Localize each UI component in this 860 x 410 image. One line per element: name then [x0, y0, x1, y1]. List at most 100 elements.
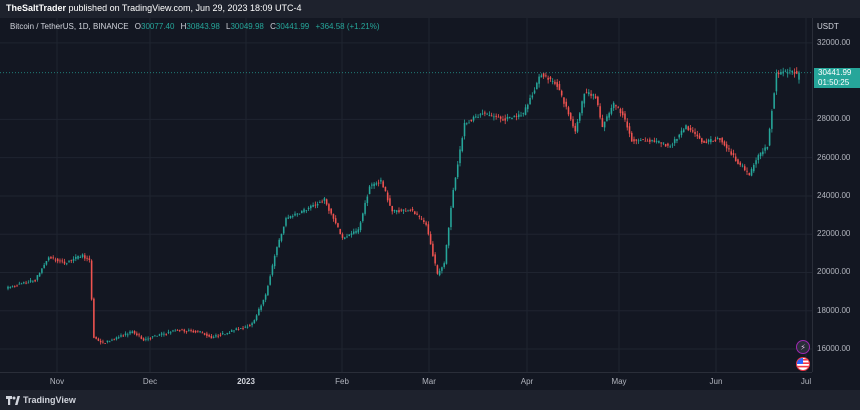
- candle-up: [323, 198, 326, 201]
- candle-down: [746, 170, 748, 172]
- bolt-icon[interactable]: ⚡: [796, 340, 810, 354]
- us-flag-icon[interactable]: [796, 357, 810, 371]
- candle-up: [289, 216, 292, 219]
- candle-down: [140, 336, 143, 339]
- candle-down: [197, 330, 199, 332]
- candle-down: [633, 139, 635, 142]
- candle-up: [269, 276, 271, 285]
- candle-up: [506, 116, 509, 119]
- candle-up: [258, 308, 260, 316]
- candle-up: [655, 140, 658, 142]
- candle-up: [343, 237, 346, 239]
- candle-up: [32, 280, 34, 282]
- candle-down: [734, 156, 737, 162]
- candle-up: [108, 341, 111, 343]
- candle-down: [628, 126, 631, 134]
- candlestick-chart[interactable]: [0, 18, 812, 372]
- candle-down: [384, 186, 387, 192]
- candle-up: [511, 117, 513, 120]
- candle-down: [56, 258, 59, 262]
- symbol-name[interactable]: Bitcoin / TetherUS, 1D, BINANCE: [10, 22, 129, 31]
- candle-down: [427, 224, 430, 235]
- candle-up: [160, 333, 163, 335]
- candle-up: [578, 113, 581, 121]
- candle-down: [560, 90, 563, 96]
- candle-up: [120, 335, 122, 337]
- candle-down: [61, 260, 64, 262]
- candle-down: [436, 265, 439, 274]
- candle-down: [499, 116, 502, 119]
- candle-up: [606, 116, 608, 122]
- candle-down: [86, 257, 88, 259]
- candle-up: [296, 213, 299, 215]
- candle-down: [210, 335, 213, 339]
- candle-up: [235, 328, 238, 330]
- candle-down: [569, 113, 572, 120]
- candle-up: [45, 260, 48, 265]
- candle-up: [576, 121, 579, 132]
- candle-up: [357, 229, 360, 233]
- candle-down: [63, 261, 66, 264]
- candle-up: [72, 259, 75, 261]
- candle-down: [705, 141, 708, 144]
- candle-up: [316, 203, 319, 206]
- candle-down: [630, 132, 633, 142]
- candle-down: [203, 333, 206, 335]
- candle-down: [687, 126, 690, 131]
- candle-up: [9, 287, 12, 288]
- time-scale[interactable]: Nov Dec 2023 Feb Mar Apr May Jun Jul: [0, 372, 812, 390]
- candle-up: [583, 93, 586, 104]
- candle-down: [621, 111, 624, 116]
- candle-up: [188, 329, 190, 331]
- candle-up: [224, 334, 226, 336]
- candle-up: [450, 207, 452, 228]
- candle-up: [75, 256, 77, 259]
- candle-down: [93, 298, 95, 338]
- candle-up: [348, 234, 351, 237]
- candle-up: [280, 233, 283, 241]
- tradingview-logo[interactable]: TradingView: [6, 395, 76, 405]
- currency-label[interactable]: USDT: [817, 22, 839, 31]
- candle-up: [267, 285, 269, 296]
- candle-down: [748, 173, 751, 176]
- candle-down: [572, 119, 574, 127]
- candle-up: [221, 333, 224, 335]
- candle-down: [201, 332, 204, 334]
- brand-name: TradingView: [23, 395, 76, 405]
- candle-up: [106, 340, 109, 343]
- candle-down: [314, 204, 317, 206]
- candle-up: [68, 261, 70, 262]
- candle-down: [495, 115, 497, 117]
- chart-pane[interactable]: Bitcoin / TetherUS, 1D, BINANCE O30077.4…: [0, 18, 812, 372]
- candle-up: [540, 75, 543, 78]
- candle-down: [723, 141, 726, 146]
- candle-up: [29, 280, 32, 282]
- price-scale[interactable]: USDT 32000.00 28000.00 26000.00 24000.00 220…: [812, 18, 860, 372]
- price-tick: 22000.00: [817, 229, 851, 239]
- candle-down: [25, 282, 27, 284]
- candle-up: [750, 169, 753, 176]
- high-label: H: [180, 22, 187, 31]
- candle-down: [178, 330, 181, 331]
- candle-down: [732, 153, 735, 156]
- last-price-value: 30441.99: [818, 67, 852, 77]
- candle-up: [680, 130, 683, 136]
- candle-down: [122, 335, 125, 337]
- candle-up: [678, 134, 681, 138]
- countdown-value: 01:50:25: [818, 77, 850, 87]
- candle-up: [117, 337, 120, 339]
- author-name[interactable]: TheSaltTrader: [6, 3, 67, 13]
- candle-down: [52, 257, 54, 259]
- candle-up: [366, 196, 369, 203]
- price-tick: 28000.00: [817, 114, 851, 124]
- time-tick: Dec: [142, 377, 158, 386]
- candle-up: [798, 72, 800, 80]
- symbol-legend: Bitcoin / TetherUS, 1D, BINANCE O30077.4…: [10, 22, 380, 31]
- candle-up: [662, 142, 665, 144]
- candle-up: [251, 323, 253, 326]
- candle-up: [273, 256, 276, 267]
- candle-up: [551, 81, 554, 83]
- candle-up: [154, 335, 156, 337]
- candle-up: [671, 144, 674, 146]
- candle-down: [50, 257, 52, 259]
